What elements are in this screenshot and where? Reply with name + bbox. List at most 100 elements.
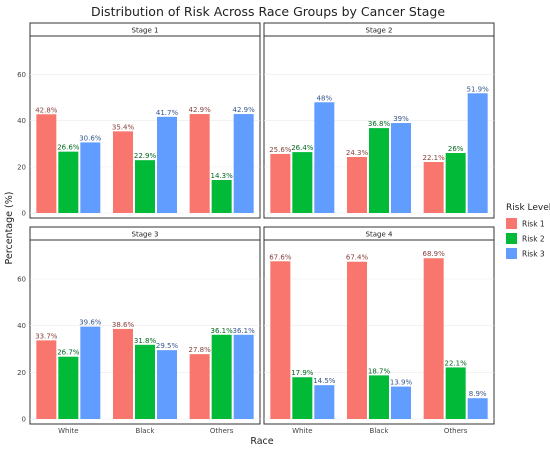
- data-label: 39.6%: [79, 319, 102, 327]
- x-axis-title: Race: [250, 436, 273, 447]
- bar-risk-1-others: [189, 114, 210, 213]
- data-label: 42.8%: [35, 106, 58, 114]
- y-tick-label: 40: [17, 322, 26, 330]
- data-label: 48%: [317, 94, 333, 102]
- bar-risk-1-white: [270, 261, 291, 419]
- bar-risk-2-white: [292, 377, 313, 419]
- y-tick-label: 40: [17, 117, 26, 125]
- bar-risk-1-others: [189, 354, 210, 419]
- facet-panel-stage-1: Stage 1 0 20 40 60 42.8% 26.6% 30.6% 35.4% 22.9% 4…: [17, 22, 261, 219]
- data-label: 29.5%: [156, 342, 179, 350]
- y-tick-label: 0: [22, 416, 26, 424]
- data-label: 39%: [393, 115, 409, 123]
- bar-risk-1-others: [423, 258, 444, 419]
- bar-risk-2-others: [211, 334, 232, 419]
- data-label: 67.6%: [269, 253, 292, 261]
- y-tick-label: 20: [17, 163, 26, 171]
- y-tick-label: 20: [17, 369, 26, 377]
- x-tick-label: White: [292, 427, 312, 435]
- bar-risk-2-black: [369, 128, 389, 213]
- bar-risk-3-others: [467, 93, 488, 213]
- legend-label: Risk 3: [522, 250, 545, 259]
- data-label: 24.3%: [346, 149, 369, 157]
- y-tick-label: 60: [17, 276, 26, 284]
- data-label: 42.9%: [189, 106, 212, 114]
- data-label: 33.7%: [35, 332, 58, 340]
- data-label: 38.6%: [112, 321, 135, 329]
- data-label: 26.4%: [291, 144, 314, 152]
- bar-risk-3-black: [391, 386, 411, 419]
- data-label: 27.8%: [189, 346, 212, 354]
- bar-risk-2-white: [58, 151, 79, 213]
- bar-risk-2-black: [135, 160, 155, 213]
- data-label: 36.8%: [368, 120, 391, 128]
- data-label: 22.1%: [445, 359, 468, 367]
- data-label: 51.9%: [467, 85, 490, 93]
- bar-risk-3-black: [391, 123, 411, 213]
- bar-risk-1-black: [347, 261, 367, 419]
- y-tick-label: 60: [17, 71, 26, 79]
- bar-risk-1-white: [36, 340, 57, 419]
- bar-risk-1-black: [113, 131, 133, 213]
- x-tick-label: Black: [370, 427, 390, 435]
- bar-risk-3-others: [233, 334, 254, 419]
- legend-title: Risk Level: [506, 203, 550, 213]
- bar-risk-3-white: [314, 385, 335, 419]
- y-axis-title: Percentage (%): [4, 192, 15, 265]
- data-label: 22.1%: [423, 154, 446, 162]
- bar-risk-3-white: [314, 102, 335, 213]
- bar-risk-2-black: [135, 344, 155, 419]
- bar-risk-2-black: [369, 375, 389, 419]
- data-label: 8.9%: [469, 390, 487, 398]
- bar-risk-3-others: [233, 114, 254, 213]
- x-tick-label: Others: [210, 427, 234, 435]
- data-label: 25.6%: [269, 146, 292, 154]
- data-label: 36.1%: [233, 327, 256, 335]
- x-tick-label: Others: [444, 427, 468, 435]
- bar-risk-1-white: [270, 153, 291, 213]
- bar-risk-2-others: [211, 180, 232, 213]
- bar-risk-1-black: [347, 156, 367, 213]
- data-label: 14.5%: [313, 377, 336, 385]
- x-tick-label: White: [58, 427, 78, 435]
- data-label: 31.8%: [134, 337, 157, 345]
- data-label: 26%: [448, 145, 464, 153]
- data-label: 42.9%: [233, 106, 256, 114]
- legend-key: [506, 218, 517, 229]
- bar-risk-1-black: [113, 328, 133, 419]
- facet-panel-stage-2: Stage 2 25.6% 26.4% 48% 24.3% 36.8%39% 22.1%26…: [263, 22, 495, 219]
- bar-risk-3-white: [80, 142, 101, 213]
- data-label: 67.4%: [346, 254, 369, 262]
- bar-risk-3-others: [467, 398, 488, 419]
- facet-panels: Stage 1 0 20 40 60 42.8% 26.6% 30.6% 35.4% 22.9% 4…: [17, 22, 495, 435]
- data-label: 13.9%: [390, 379, 413, 387]
- legend-label: Risk 1: [522, 220, 545, 229]
- facet-title: Stage 1: [132, 27, 159, 35]
- legend: Risk Level Risk 1 Risk 2 Risk 3: [506, 203, 550, 259]
- facet-panel-stage-3: Stage 3 0 20 40 60 33.7% 26.7% 39.6% White 38.6% 3…: [17, 226, 261, 435]
- data-label: 30.6%: [79, 134, 102, 142]
- data-label: 26.7%: [57, 349, 80, 357]
- legend-key: [506, 248, 517, 259]
- data-label: 22.9%: [134, 152, 157, 160]
- legend-item-risk-3: Risk 3: [506, 248, 545, 259]
- data-label: 17.9%: [291, 369, 314, 377]
- bar-risk-3-black: [157, 350, 177, 419]
- bar-risk-1-white: [36, 114, 57, 213]
- legend-key: [506, 233, 517, 244]
- facet-panel-stage-4: Stage 4 67.6% 17.9%14.5% White 67.4% 18.7% 13.…: [263, 226, 495, 435]
- data-label: 41.7%: [156, 109, 179, 117]
- bar-risk-2-white: [292, 152, 313, 213]
- x-tick-label: Black: [136, 427, 156, 435]
- bar-risk-2-white: [58, 356, 79, 419]
- facet-title: Stage 3: [132, 231, 159, 239]
- bar-risk-2-others: [445, 367, 466, 419]
- legend-item-risk-2: Risk 2: [506, 233, 545, 244]
- chart-title: Distribution of Risk Across Race Groups …: [91, 4, 445, 19]
- data-label: 14.3%: [211, 172, 234, 180]
- bar-risk-3-white: [80, 326, 101, 419]
- facet-title: Stage 2: [366, 27, 393, 35]
- y-tick-label: 0: [22, 210, 26, 218]
- legend-item-risk-1: Risk 1: [506, 218, 545, 229]
- bar-risk-1-others: [423, 162, 444, 213]
